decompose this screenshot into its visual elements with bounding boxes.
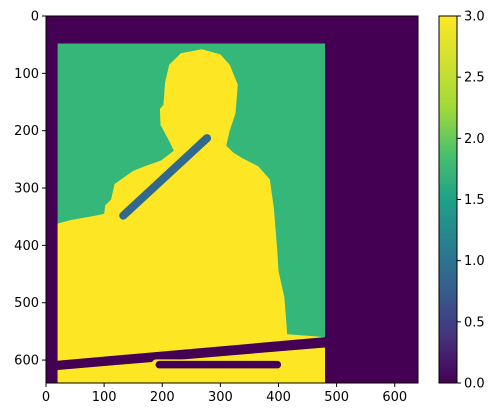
colorbar-tick-label: 1.5 <box>464 193 485 208</box>
y-tick-label: 200 <box>14 124 39 139</box>
x-tick-label: 300 <box>208 390 233 405</box>
x-tick-label: 600 <box>382 390 407 405</box>
y-tick-label: 600 <box>14 354 39 369</box>
y-tick-label: 100 <box>14 67 39 82</box>
x-tick-label: 0 <box>42 390 50 405</box>
colorbar-tick-label: 0.0 <box>464 377 485 392</box>
x-axis: 0 100 200 300 400 500 600 <box>42 383 407 405</box>
y-tick-label: 500 <box>14 296 39 311</box>
x-tick-label: 400 <box>266 390 291 405</box>
y-tick-label: 400 <box>14 239 39 254</box>
plot-area <box>46 16 418 383</box>
colorbar-axis: 0.0 0.5 1.0 1.5 2.0 2.5 3.0 <box>457 10 485 392</box>
y-tick-label: 0 <box>31 10 39 25</box>
y-axis: 0 100 200 300 400 500 600 <box>14 10 46 369</box>
x-tick-label: 100 <box>92 390 117 405</box>
plot-frame <box>45 15 419 384</box>
colorbar-tick-label: 1.0 <box>464 254 485 269</box>
region-lower-band <box>46 337 325 371</box>
y-tick-label: 300 <box>14 182 39 197</box>
colorbar-gradient <box>439 16 457 383</box>
x-tick-label: 500 <box>324 390 349 405</box>
x-tick-label: 200 <box>150 390 175 405</box>
colorbar-tick-label: 2.0 <box>464 132 485 147</box>
colorbar-tick-label: 3.0 <box>464 10 485 25</box>
colorbar: 0.0 0.5 1.0 1.5 2.0 2.5 3.0 <box>438 10 485 392</box>
region-figure <box>57 49 325 383</box>
colorbar-tick-label: 0.5 <box>464 315 485 330</box>
colorbar-tick-label: 2.5 <box>464 71 485 86</box>
region-diagonal-stroke <box>119 134 212 220</box>
